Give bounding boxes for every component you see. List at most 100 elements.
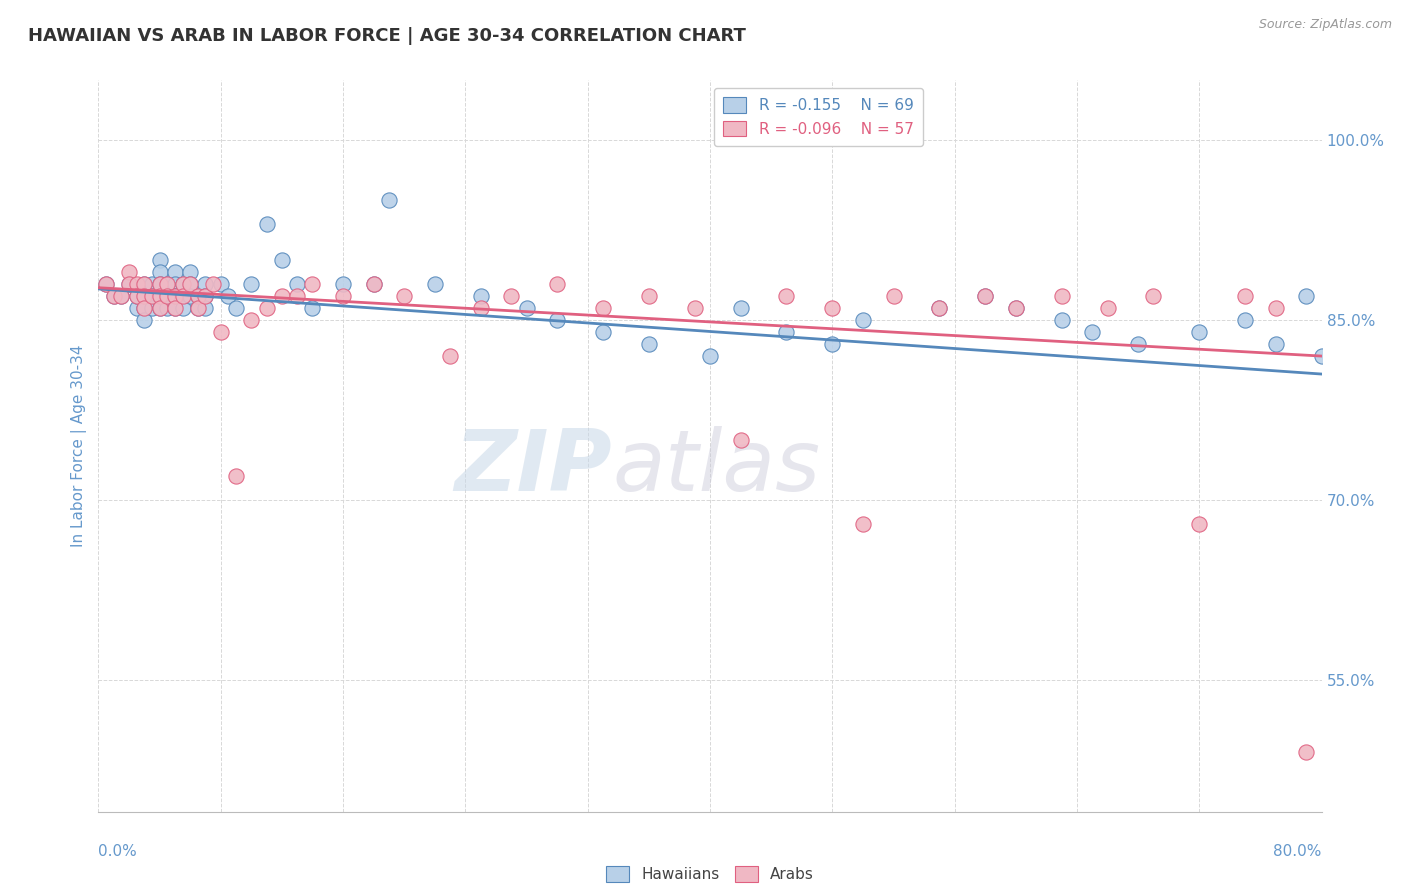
Point	[209, 277, 232, 292]
Point	[637, 337, 661, 351]
Point	[852, 313, 875, 327]
Text: HAWAIIAN VS ARAB IN LABOR FORCE | AGE 30-34 CORRELATION CHART: HAWAIIAN VS ARAB IN LABOR FORCE | AGE 30…	[28, 27, 747, 45]
Point	[149, 301, 172, 315]
Point	[134, 301, 156, 315]
Point	[852, 516, 875, 531]
Point	[163, 277, 186, 292]
Point	[1295, 745, 1317, 759]
Point	[256, 301, 278, 315]
Point	[225, 469, 247, 483]
Point	[1081, 325, 1104, 339]
Point	[194, 277, 217, 292]
Legend: Hawaiians, Arabs: Hawaiians, Arabs	[600, 860, 820, 888]
Point	[125, 289, 148, 303]
Point	[179, 289, 201, 303]
Point	[363, 277, 385, 292]
Point	[103, 289, 125, 303]
Point	[821, 337, 844, 351]
Point	[172, 277, 194, 292]
Point	[270, 253, 292, 268]
Point	[134, 301, 156, 315]
Point	[94, 277, 117, 292]
Point	[256, 217, 278, 231]
Point	[149, 289, 172, 303]
Point	[163, 289, 186, 303]
Point	[1097, 301, 1119, 315]
Point	[194, 289, 217, 303]
Point	[301, 301, 323, 315]
Point	[149, 277, 172, 292]
Point	[928, 301, 950, 315]
Point	[1310, 349, 1333, 363]
Point	[974, 289, 997, 303]
Point	[423, 277, 446, 292]
Point	[1264, 337, 1286, 351]
Point	[439, 349, 461, 363]
Point	[163, 289, 186, 303]
Point	[149, 301, 172, 315]
Point	[592, 301, 614, 315]
Point	[156, 277, 179, 292]
Y-axis label: In Labor Force | Age 30-34: In Labor Force | Age 30-34	[72, 344, 87, 548]
Text: Source: ZipAtlas.com: Source: ZipAtlas.com	[1258, 18, 1392, 31]
Point	[974, 289, 997, 303]
Point	[179, 265, 201, 279]
Point	[141, 289, 163, 303]
Point	[470, 289, 492, 303]
Text: 80.0%: 80.0%	[1274, 845, 1322, 859]
Point	[134, 289, 156, 303]
Point	[592, 325, 614, 339]
Point	[134, 313, 156, 327]
Point	[118, 265, 141, 279]
Point	[156, 277, 179, 292]
Point	[285, 277, 308, 292]
Point	[1128, 337, 1150, 351]
Point	[209, 325, 232, 339]
Point	[637, 289, 661, 303]
Point	[149, 253, 172, 268]
Text: atlas: atlas	[612, 426, 820, 509]
Point	[1234, 313, 1257, 327]
Point	[217, 289, 239, 303]
Point	[1264, 301, 1286, 315]
Point	[149, 289, 172, 303]
Point	[775, 289, 797, 303]
Point	[103, 289, 125, 303]
Point	[821, 301, 844, 315]
Point	[1142, 289, 1164, 303]
Point	[1188, 516, 1211, 531]
Point	[546, 313, 568, 327]
Point	[172, 277, 194, 292]
Point	[699, 349, 721, 363]
Point	[883, 289, 905, 303]
Point	[202, 277, 225, 292]
Point	[172, 301, 194, 315]
Point	[149, 265, 172, 279]
Point	[179, 277, 201, 292]
Point	[285, 289, 308, 303]
Point	[156, 289, 179, 303]
Point	[546, 277, 568, 292]
Point	[775, 325, 797, 339]
Point	[149, 277, 172, 292]
Point	[172, 289, 194, 303]
Point	[1004, 301, 1026, 315]
Point	[501, 289, 523, 303]
Point	[118, 277, 141, 292]
Point	[1004, 301, 1026, 315]
Point	[110, 289, 132, 303]
Point	[392, 289, 416, 303]
Point	[378, 193, 401, 207]
Point	[470, 301, 492, 315]
Text: ZIP: ZIP	[454, 426, 612, 509]
Point	[163, 301, 186, 315]
Point	[118, 277, 141, 292]
Point	[1050, 313, 1073, 327]
Point	[240, 313, 263, 327]
Point	[134, 289, 156, 303]
Point	[301, 277, 323, 292]
Point	[187, 301, 209, 315]
Point	[1234, 289, 1257, 303]
Point	[94, 277, 117, 292]
Point	[187, 301, 209, 315]
